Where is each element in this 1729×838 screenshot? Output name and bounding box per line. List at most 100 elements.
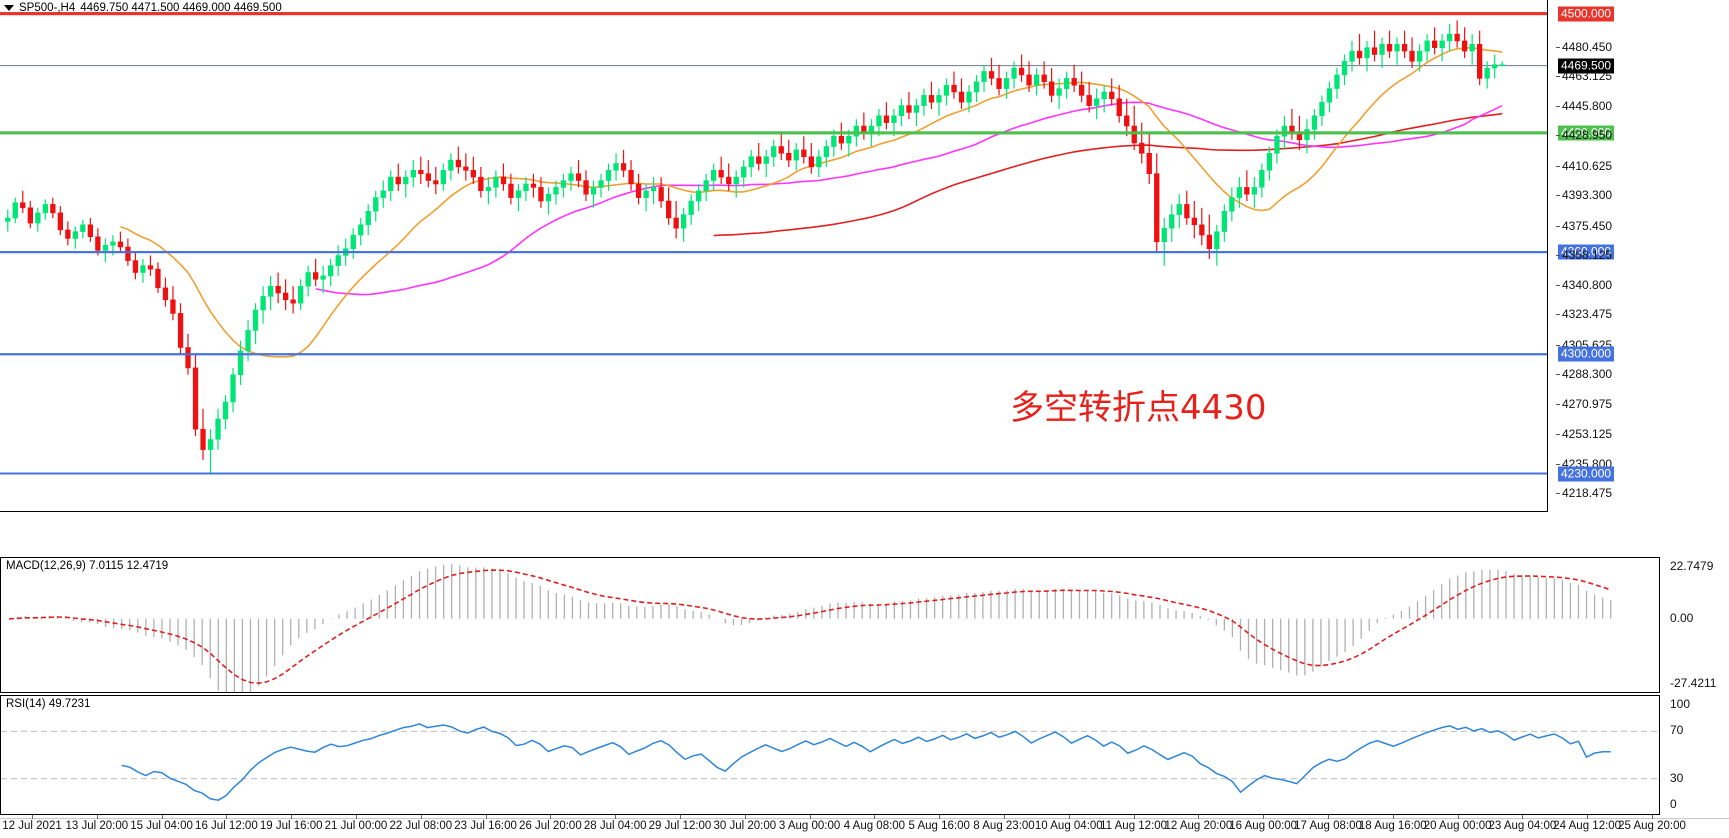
time-tick-label: 16 Jul 12:00 (195, 820, 258, 832)
price-tick-mark (1556, 284, 1560, 286)
time-tick-label: 30 Jul 20:00 (713, 820, 777, 832)
price-tick-mark (1556, 344, 1560, 346)
price-panel[interactable]: 多空转折点4430 (0, 0, 1548, 512)
macd-plot-area (1, 558, 1659, 692)
price-tick-label: 4480.450 (1562, 39, 1613, 54)
price-tick-label: 4393.300 (1562, 188, 1613, 203)
time-tick-label: 20 Aug 00:00 (1423, 820, 1492, 832)
price-tick-mark (1556, 225, 1560, 227)
time-tick-label: 15 Jul 04:00 (130, 820, 193, 832)
price-plot-area[interactable] (0, 0, 1547, 511)
price-tick-label: 4340.800 (1562, 277, 1613, 292)
price-tick-mark (1556, 134, 1560, 136)
price-level-label-blue[interactable]: 4300.000 (1558, 346, 1615, 362)
time-tick-mark (1004, 815, 1005, 819)
price-tick-mark (1556, 105, 1560, 107)
triangle-down-icon[interactable] (4, 5, 14, 11)
time-tick-mark (291, 815, 293, 819)
time-tick-label: 23 Jul 16:00 (454, 820, 517, 832)
time-tick-label: 28 Jul 04:00 (583, 820, 647, 832)
time-tick-label: 23 Aug 04:00 (1488, 820, 1557, 832)
time-tick-label: 17 Aug 08:00 (1294, 820, 1362, 832)
price-tick-label: 4288.300 (1562, 367, 1613, 382)
time-tick-mark (809, 815, 811, 819)
price-tick-label: 4410.625 (1562, 158, 1613, 173)
price-tick-label: 4428.950 (1562, 127, 1613, 142)
time-tick-label: 3 Aug 00:00 (778, 820, 841, 832)
time-tick-label: 26 Jul 20:00 (519, 820, 582, 832)
price-tick-mark (1556, 46, 1560, 48)
time-tick-mark (1457, 815, 1459, 819)
price-candles-svg (0, 12, 1547, 475)
rsi-panel[interactable]: RSI(14) 49.7231 (0, 695, 1660, 815)
rsi-tick-label: 100 (1670, 697, 1691, 711)
time-tick-mark (32, 815, 33, 819)
time-tick-mark (161, 815, 163, 819)
time-tick-label: 16 Aug 00:00 (1229, 820, 1298, 832)
time-tick-label: 5 Aug 16:00 (908, 820, 970, 832)
rsi-plot-area (1, 696, 1659, 814)
time-tick-mark (226, 815, 228, 819)
price-level-label-blue[interactable]: 4230.000 (1558, 466, 1615, 482)
price-tick-label: 4253.125 (1562, 427, 1613, 442)
price-tick-mark (1556, 195, 1560, 197)
time-axis[interactable]: 12 Jul 2021 13 Jul 20:00 15 Jul 04:00 16 Ju… (0, 815, 1729, 838)
price-level-label-blue[interactable]: 4360.000 (1558, 244, 1615, 260)
price-tick-mark (1556, 463, 1560, 465)
chart-annotation-text: 多空转折点4430 (1010, 388, 1267, 428)
time-tick-mark (1522, 815, 1524, 819)
symbol-timeframe-label: SP500-,H4 (19, 2, 76, 14)
time-tick-label: 25 Aug 20:00 (1618, 820, 1686, 832)
time-tick-label: 11 Aug 12:00 (1100, 820, 1168, 832)
time-tick-mark (1392, 815, 1394, 819)
time-tick-mark (1652, 815, 1653, 819)
time-tick-mark (744, 815, 746, 819)
time-tick-mark (1263, 815, 1265, 819)
time-tick-label: 18 Aug 16:00 (1358, 820, 1427, 832)
price-level-label-red[interactable]: 4500.000 (1558, 6, 1615, 22)
time-tick-mark (1068, 815, 1070, 819)
price-tick-mark (1556, 493, 1560, 495)
macd-svg (8, 564, 1612, 692)
price-tick-label: 4358.125 (1562, 248, 1613, 263)
time-tick-mark (96, 815, 98, 819)
time-tick-label: 12 Aug 20:00 (1164, 820, 1233, 832)
price-tick-label: 4270.975 (1562, 396, 1613, 411)
time-tick-label: 29 Jul 12:00 (648, 820, 712, 832)
price-tick-mark (1556, 374, 1560, 376)
rsi-tick-label: 70 (1670, 723, 1684, 738)
time-tick-label: 10 Aug 04:00 (1034, 820, 1103, 832)
price-tick-label: 4375.450 (1562, 218, 1613, 233)
time-tick-label: 13 Jul 20:00 (65, 820, 129, 832)
price-level-label-green[interactable]: 4430.000 (1558, 125, 1615, 141)
rsi-tick-label: 0 (1670, 797, 1677, 811)
time-tick-mark (1133, 815, 1135, 819)
price-tick-label: 4323.475 (1562, 307, 1613, 322)
price-tick-mark (1556, 255, 1560, 257)
time-tick-label: 21 Jul 00:00 (324, 820, 388, 832)
price-tick-mark (1556, 165, 1560, 167)
rsi-tick-label: 30 (1670, 770, 1684, 785)
price-axis-scale[interactable]: 4500.000 4480.450 4469.500 4463.125 4445.800… (1556, 0, 1729, 512)
time-tick-mark (1587, 815, 1589, 819)
time-tick-mark (615, 815, 617, 819)
time-tick-mark (550, 815, 552, 819)
rsi-svg (1, 723, 1659, 801)
price-tick-mark (1556, 403, 1560, 405)
macd-title-label: MACD(12,26,9) 7.0115 12.4719 (6, 560, 169, 572)
price-tick-mark (1556, 434, 1560, 436)
time-tick-label: 8 Aug 23:00 (973, 820, 1035, 832)
time-tick-label: 24 Aug 12:00 (1553, 820, 1622, 832)
price-tick-mark (1556, 76, 1560, 78)
price-tick-label: 4218.475 (1562, 486, 1613, 501)
time-tick-label: 22 Jul 08:00 (389, 820, 453, 832)
time-tick-mark (874, 815, 876, 819)
price-level-label-black[interactable]: 4469.500 (1558, 58, 1615, 74)
macd-panel[interactable]: MACD(12,26,9) 7.0115 12.4719 (0, 557, 1660, 693)
chart-header: SP500-,H4 4469.750 4471.500 4469.000 446… (4, 2, 282, 14)
time-tick-mark (680, 815, 681, 819)
macd-tick-label: 0.00 (1670, 610, 1694, 625)
price-tick-label: 4445.800 (1562, 98, 1613, 113)
time-tick-mark (1328, 815, 1329, 819)
